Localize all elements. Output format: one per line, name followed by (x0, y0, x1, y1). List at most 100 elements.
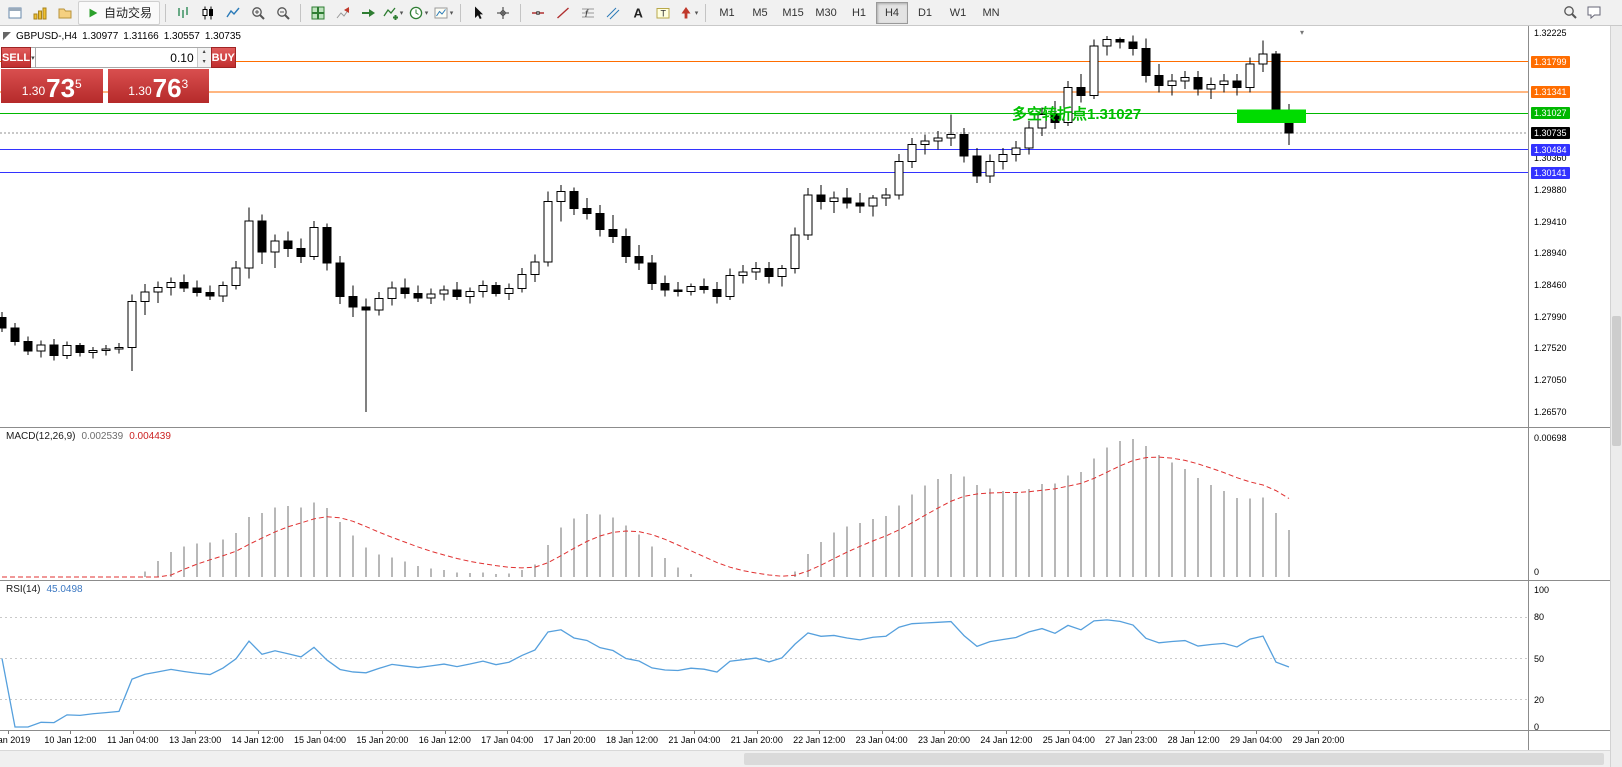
candle (985, 154, 995, 183)
auto-scroll-icon[interactable] (356, 2, 380, 24)
window-icon[interactable] (3, 2, 27, 24)
candle (179, 274, 189, 293)
time-label: 22 Jan 12:00 (793, 735, 846, 745)
candle (764, 261, 774, 284)
time-label: 28 Jan 12:00 (1167, 735, 1220, 745)
price-tag-1.30735: 1.30735 (1531, 126, 1570, 139)
time-tick (444, 731, 446, 734)
time-label: 27 Jan 23:00 (1105, 735, 1158, 745)
symbol-info: GBPUSD-,H4 1.30977 1.31166 1.30557 1.307… (16, 31, 241, 42)
candle (127, 294, 137, 372)
timeframe-m15[interactable]: M15 (782, 6, 804, 19)
crosshair-icon[interactable] (491, 2, 515, 24)
candle (1076, 74, 1086, 103)
candle (660, 275, 670, 297)
bar-chart-icon[interactable] (171, 2, 195, 24)
new-chart-icon[interactable] (28, 2, 52, 24)
price-chart[interactable] (0, 26, 1528, 427)
profiles-icon[interactable] (53, 2, 77, 24)
timeframe-m1[interactable]: M1 (719, 6, 735, 19)
timeframe-mn[interactable]: MN (982, 6, 1000, 19)
channels-icon[interactable] (601, 2, 625, 24)
timeframe-m30[interactable]: M30 (815, 6, 837, 19)
one-click-collapse-icon[interactable] (3, 32, 11, 40)
time-label: 21 Jan 04:00 (668, 735, 721, 745)
zoom-out-icon[interactable] (271, 2, 295, 24)
shift-end-icon[interactable] (331, 2, 355, 24)
candle (335, 255, 345, 305)
timeframe-w1[interactable]: W1 (949, 6, 967, 19)
trendline-icon[interactable] (551, 2, 575, 24)
fibonacci-icon[interactable]: f (576, 2, 600, 24)
timeframe-m5[interactable]: M5 (752, 6, 768, 19)
candlestick-chart-icon[interactable] (196, 2, 220, 24)
buy-button[interactable]: BUY (210, 47, 236, 68)
search-icon[interactable] (1558, 1, 1582, 23)
macd-panel[interactable] (0, 427, 1528, 580)
tile-windows-icon[interactable] (306, 2, 330, 24)
horizontal-scrollbar[interactable] (0, 750, 1610, 767)
timeframe-d1[interactable]: D1 (917, 6, 933, 19)
time-tick (1256, 731, 1257, 734)
zoom-in-icon[interactable] (246, 2, 270, 24)
arrows-icon[interactable]: ▾ (676, 2, 700, 24)
rsi-scale-100: 100 (1534, 585, 1550, 595)
pivot-annotation-text[interactable]: 多空转折点1.31027 (1012, 106, 1142, 124)
sell-price-button[interactable]: 1.30 73 5 (1, 69, 103, 103)
time-label: 24 Jan 12:00 (980, 735, 1033, 745)
order-type-dropdown[interactable]: ▾ (31, 47, 36, 68)
rsi-line (1, 619, 1290, 728)
candle (608, 214, 618, 244)
vertical-scrollbar[interactable] (1610, 26, 1622, 767)
lot-decrease-button[interactable]: ▾ (197, 57, 211, 67)
sell-price-big: 73 (46, 73, 76, 103)
time-label: 16 Jan 12:00 (418, 735, 471, 745)
horizontal-scrollbar-thumb[interactable] (744, 753, 1604, 765)
candle (1219, 74, 1229, 93)
toolbar-separator (705, 3, 707, 22)
symbol-period-label: GBPUSD-,H4 (16, 31, 78, 42)
indicators-icon[interactable]: ▾ (381, 2, 405, 24)
svg-text:A: A (634, 5, 644, 20)
rsi-label: RSI(14) 45.0498 (6, 584, 83, 595)
cursor-icon[interactable] (466, 2, 490, 24)
time-label: 14 Jan 12:00 (231, 735, 284, 745)
candle (855, 192, 865, 213)
chat-icon[interactable] (1582, 1, 1606, 23)
candle (153, 281, 163, 303)
price-tag-1.30484: 1.30484 (1531, 143, 1570, 156)
time-label: 9 Jan 2019 (0, 735, 31, 745)
panel-divider[interactable] (0, 580, 1610, 581)
vertical-scrollbar-thumb[interactable] (1612, 316, 1621, 446)
sell-button[interactable]: SELL (1, 47, 32, 68)
candle (244, 207, 254, 279)
candle (725, 268, 735, 301)
time-label: 10 Jan 12:00 (44, 735, 97, 745)
candle (751, 261, 761, 280)
candle (387, 281, 397, 306)
text-label-icon[interactable]: T (651, 2, 675, 24)
templates-icon[interactable]: ▾ (431, 2, 455, 24)
time-tick (944, 731, 945, 734)
rsi-panel[interactable] (0, 580, 1528, 730)
horizontal-line-icon[interactable] (526, 2, 550, 24)
lot-increase-button[interactable]: ▴ (197, 48, 211, 58)
price-scale[interactable]: 1.32225 1.30360 1.29880 1.29410 1.28940 1.284… (1528, 26, 1610, 750)
chart-menu-caret-icon[interactable]: ▾ (1300, 28, 1305, 37)
candle (777, 265, 787, 287)
buy-price-button[interactable]: 1.30 76 3 (107, 69, 209, 103)
panel-divider[interactable] (0, 427, 1610, 428)
periods-icon[interactable]: ▾ (406, 2, 430, 24)
text-icon[interactable]: A (626, 2, 650, 24)
time-axis[interactable]: 9 Jan 2019 10 Jan 12:00 11 Jan 04:00 13 Jan… (0, 731, 1610, 750)
lot-size-input[interactable] (35, 48, 197, 67)
line-chart-icon[interactable] (221, 2, 245, 24)
auto-trading-button[interactable]: 自动交易 (78, 0, 161, 25)
highlight-rectangle[interactable] (1237, 109, 1306, 124)
candle (452, 281, 462, 301)
time-label: 17 Jan 04:00 (481, 735, 534, 745)
timeframe-h1[interactable]: H1 (851, 6, 867, 19)
timeframe-h4[interactable]: H4 (876, 1, 909, 24)
candle (569, 187, 579, 215)
